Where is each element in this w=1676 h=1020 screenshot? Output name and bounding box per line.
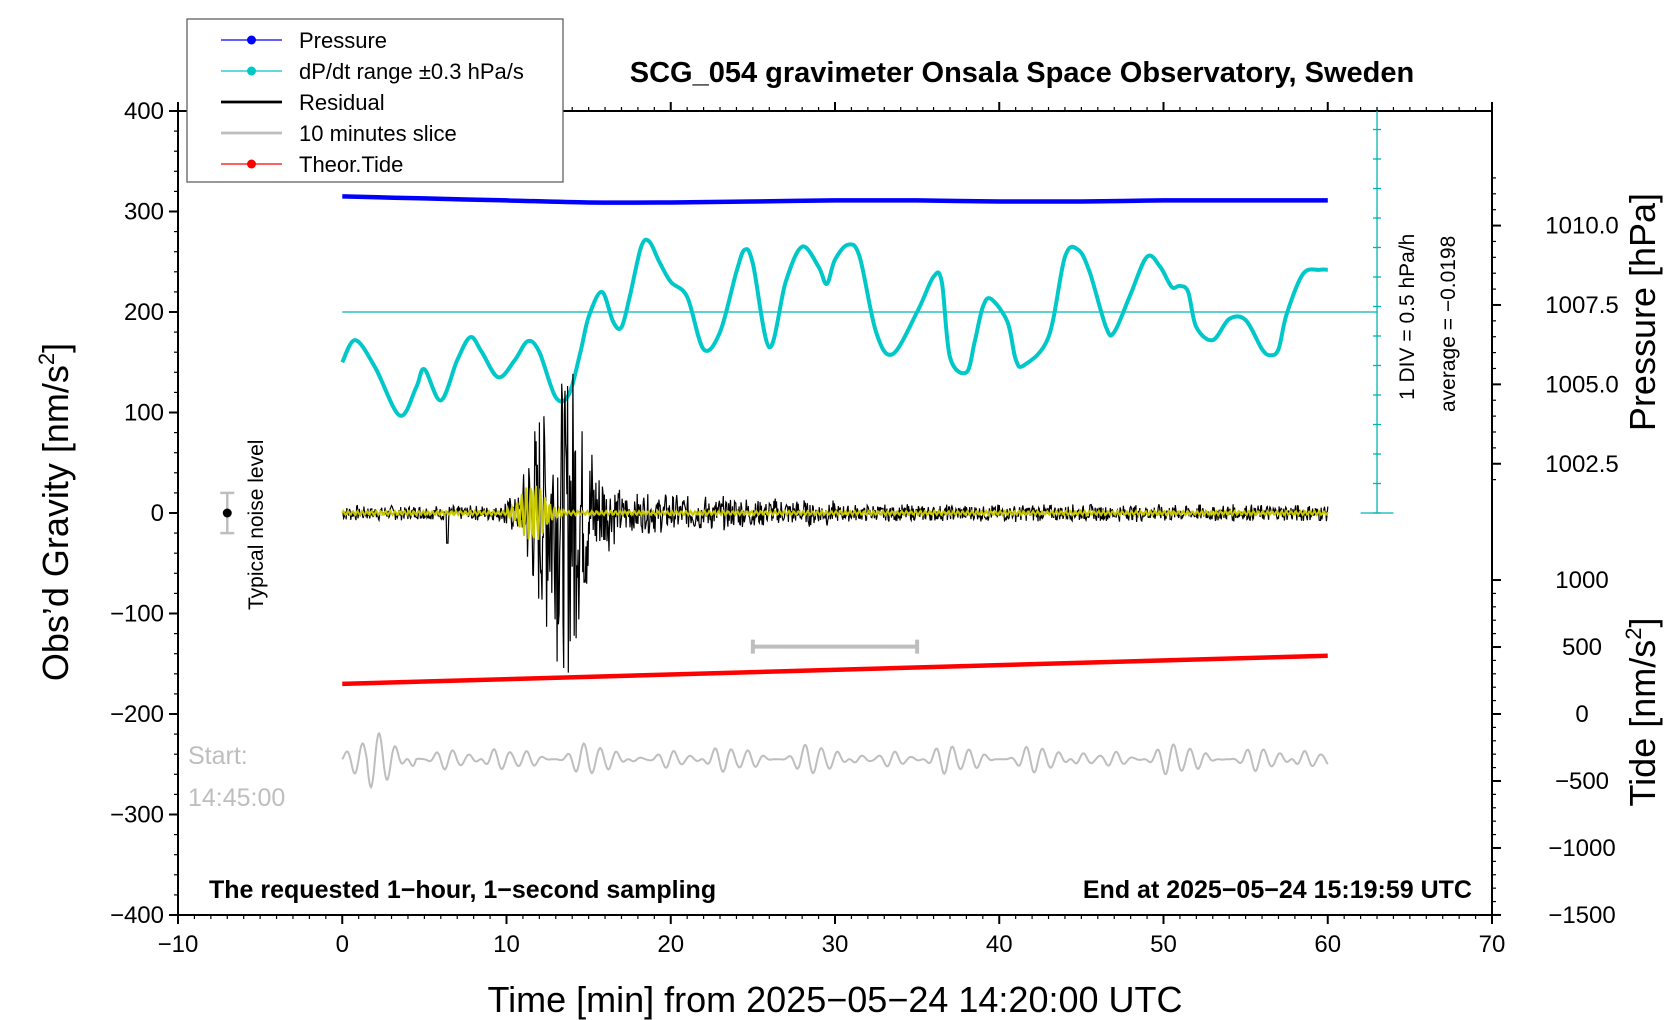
- y-axis-title-tide: Tide [nm/s2]: [1621, 618, 1663, 807]
- legend-marker: [247, 159, 256, 169]
- y-axis-title-tide-close: ]: [1622, 618, 1663, 628]
- y-axis-title-gravity: Obs’d Gravity [nm/s2]: [34, 343, 76, 681]
- pressure-tick-label: 1002.5: [1545, 451, 1618, 478]
- slice-line: [341, 731, 1329, 790]
- legend-label: Residual: [299, 90, 385, 115]
- legend-label: Theor.Tide: [299, 152, 403, 177]
- y-axis-title-pressure: Pressure [hPa]: [1622, 193, 1663, 431]
- y-axis-gravity: 400 300 200 100 0 −100 −200 −300 −400: [110, 98, 178, 929]
- pressure-tick-label: 1007.5: [1545, 292, 1618, 319]
- y-tick-label: 100: [124, 400, 164, 427]
- y-axis-tide: 1000 500 0 −500 −1000 −1500: [1492, 567, 1616, 929]
- tide-tick-label: 0: [1575, 701, 1588, 728]
- y-tick-label: 400: [124, 98, 164, 125]
- y-axis-title-gravity-main: Obs’d Gravity [nm/s: [35, 365, 76, 681]
- y-axis-title-tide-sup: 2: [1621, 628, 1646, 640]
- pressure-scale-div-label: 1 DIV = 0.5 hPa/h: [1396, 234, 1419, 400]
- x-axis-title: Time [min] from 2025−05−24 14:20:00 UTC: [487, 979, 1182, 1020]
- y-tick-label: −300: [110, 802, 164, 829]
- y-axis-pressure: 1010.0 1007.5 1005.0 1002.5: [1492, 177, 1619, 481]
- y-axis-title-gravity-close: ]: [35, 343, 76, 353]
- legend-marker: [247, 66, 256, 76]
- residual-line: [341, 373, 1329, 673]
- pressure-line: [342, 194, 1328, 205]
- start-label: Start:: [188, 742, 248, 770]
- curves-layer: [340, 107, 1394, 790]
- theor-tide-line: [342, 653, 1328, 687]
- start-time-label: 14:45:00: [188, 784, 285, 812]
- end-time-note: End at 2025−05−24 15:19:59 UTC: [1083, 876, 1472, 904]
- x-tick-label: 50: [1150, 931, 1177, 958]
- x-tick-label: 20: [657, 931, 684, 958]
- tide-tick-label: −1500: [1548, 902, 1615, 929]
- tide-tick-label: −500: [1555, 768, 1609, 795]
- legend-marker: [247, 35, 256, 45]
- legend-label: dP/dt range ±0.3 hPa/s: [299, 59, 524, 84]
- x-tick-label: 70: [1479, 931, 1506, 958]
- tide-tick-label: 500: [1562, 634, 1602, 661]
- dpdt-line: [340, 237, 1328, 418]
- filtered-residual-line: [341, 485, 1329, 540]
- legend-label: 10 minutes slice: [299, 121, 457, 146]
- x-tick-label: 10: [493, 931, 520, 958]
- noise-point: [222, 508, 232, 518]
- noise-level-marker: [220, 491, 235, 535]
- legend-box: [186, 18, 564, 183]
- x-tick-label: 0: [336, 931, 349, 958]
- legend-label: Pressure: [299, 28, 387, 53]
- y-axis-title-tide-main: Tide [nm/s: [1622, 640, 1663, 807]
- pressure-average-label: average = −0.0198: [1437, 236, 1460, 412]
- y-tick-label: 0: [151, 500, 164, 527]
- x-tick-label: 30: [822, 931, 849, 958]
- tide-tick-label: 1000: [1555, 567, 1608, 594]
- y-axis-title-gravity-sup: 2: [34, 353, 59, 365]
- x-tick-label: 40: [986, 931, 1013, 958]
- chart-title: SCG_054 gravimeter Onsala Space Observat…: [630, 57, 1414, 89]
- y-tick-label: 200: [124, 299, 164, 326]
- x-tick-label: 60: [1314, 931, 1341, 958]
- y-tick-label: −400: [110, 902, 164, 929]
- noise-level-label: Typical noise level: [245, 440, 268, 610]
- tide-tick-label: −1000: [1548, 835, 1615, 862]
- y-tick-label: −100: [110, 601, 164, 628]
- y-tick-label: 300: [124, 199, 164, 226]
- sampling-note: The requested 1−hour, 1−second sampling: [209, 876, 716, 904]
- pressure-tick-label: 1005.0: [1545, 371, 1618, 398]
- y-tick-label: −200: [110, 701, 164, 728]
- pressure-tick-label: 1010.0: [1545, 213, 1618, 240]
- x-axis: −10 0 10 20 30 40 50 60 70: [158, 102, 1506, 958]
- legend: Pressure dP/dt range ±0.3 hPa/s Residual 10…: [186, 18, 564, 183]
- x-tick-label: −10: [158, 931, 199, 958]
